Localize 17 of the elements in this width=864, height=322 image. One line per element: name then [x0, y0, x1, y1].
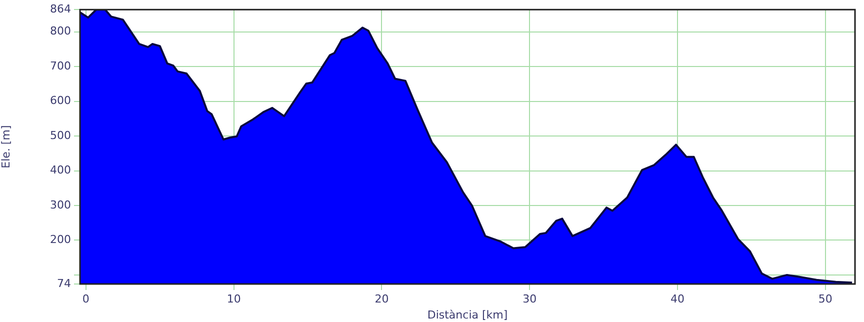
x-axis-title: Distància [km] [427, 308, 508, 322]
y-tick-label: 300 [50, 198, 71, 212]
x-tick-label: 40 [670, 292, 685, 306]
x-tick-label: 20 [374, 292, 389, 306]
y-tick-label: 500 [50, 128, 71, 142]
x-tick-label: 0 [82, 292, 90, 306]
y-axis-title: Ele. [m] [0, 125, 12, 168]
y-tick-label: 800 [50, 24, 71, 38]
y-tick-label: 864 [50, 2, 71, 16]
x-tick-label: 30 [522, 292, 537, 306]
y-tick-label: 400 [50, 164, 71, 177]
x-tick-label: 50 [818, 292, 832, 306]
y-tick-label: 74 [57, 276, 71, 290]
y-tick-label: 200 [50, 233, 71, 246]
x-tick-label: 10 [226, 292, 241, 306]
y-tick-label: 600 [50, 94, 71, 108]
y-tick-label: 700 [50, 59, 71, 72]
